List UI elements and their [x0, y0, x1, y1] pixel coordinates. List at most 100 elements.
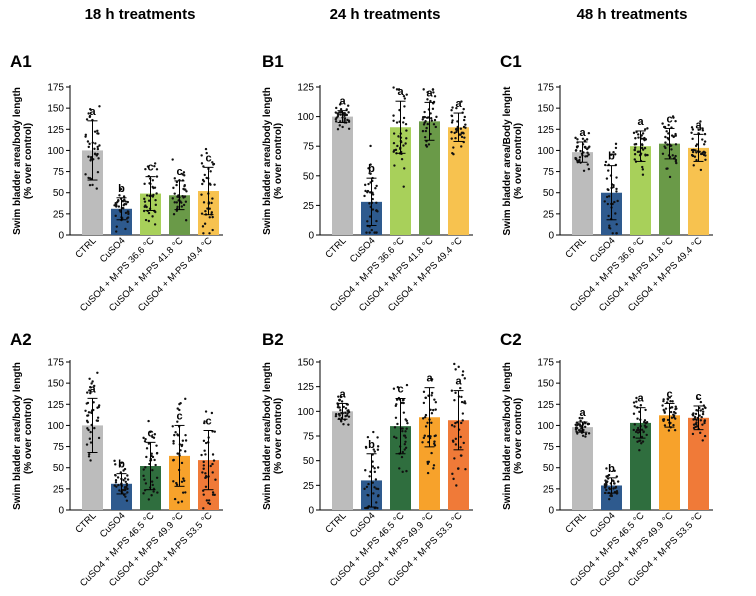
- data-point: [403, 97, 407, 100]
- y-tick-label: 75: [543, 442, 555, 453]
- data-point: [636, 440, 639, 443]
- data-point: [204, 410, 208, 413]
- data-point: [403, 167, 406, 170]
- panel-label-b1: B1: [262, 52, 284, 71]
- data-point: [463, 115, 467, 119]
- y-tick-label: 100: [297, 112, 314, 123]
- data-point: [375, 201, 378, 204]
- data-point: [203, 449, 206, 452]
- data-point: [175, 180, 179, 184]
- data-point: [208, 207, 211, 210]
- data-point: [84, 173, 87, 176]
- data-point: [663, 145, 666, 148]
- data-point: [180, 461, 184, 465]
- data-point: [586, 163, 589, 166]
- data-point: [376, 436, 379, 439]
- data-point: [368, 191, 372, 194]
- significance-letter: a: [579, 127, 586, 139]
- data-point: [403, 105, 406, 108]
- data-point: [455, 128, 459, 132]
- data-point: [674, 143, 678, 146]
- data-point: [153, 223, 157, 226]
- data-point: [86, 427, 89, 430]
- data-point: [89, 441, 93, 444]
- data-point: [84, 133, 88, 137]
- data-point: [430, 378, 434, 381]
- data-point: [396, 386, 400, 389]
- data-point: [459, 435, 462, 439]
- data-point: [91, 183, 94, 187]
- data-point: [671, 154, 674, 157]
- data-point: [126, 220, 129, 223]
- data-point: [173, 192, 176, 195]
- data-point: [93, 426, 96, 430]
- data-point: [343, 118, 346, 122]
- data-point: [604, 479, 607, 482]
- data-point: [396, 144, 399, 148]
- data-point: [118, 464, 122, 467]
- data-point: [632, 131, 636, 135]
- y-tick-label: 175: [47, 83, 64, 94]
- data-point: [662, 125, 666, 129]
- data-point: [151, 483, 154, 487]
- data-point: [584, 435, 587, 438]
- y-tick-label: 175: [537, 83, 554, 94]
- data-point: [147, 211, 151, 215]
- data-point: [612, 183, 615, 187]
- data-point: [343, 111, 346, 115]
- y-tick-label: 50: [543, 188, 555, 199]
- data-point: [583, 139, 587, 142]
- data-point: [181, 173, 184, 176]
- data-point: [123, 488, 126, 492]
- data-point: [178, 408, 181, 412]
- data-point: [702, 143, 706, 146]
- data-point: [426, 98, 429, 101]
- data-point: [181, 194, 184, 198]
- data-point: [461, 419, 464, 422]
- data-point: [635, 428, 639, 432]
- data-point: [115, 485, 118, 488]
- data-point: [673, 428, 677, 432]
- data-point: [672, 413, 675, 416]
- data-point: [344, 414, 347, 418]
- data-point: [584, 432, 588, 436]
- data-point: [450, 137, 453, 140]
- y-tick-label: 25: [543, 484, 555, 495]
- data-point: [636, 431, 640, 434]
- data-point: [421, 129, 425, 133]
- data-point: [431, 107, 435, 111]
- data-point: [703, 421, 706, 425]
- data-point: [344, 411, 347, 415]
- data-point: [701, 439, 704, 442]
- data-point: [403, 448, 406, 451]
- data-point: [423, 434, 427, 437]
- y-tick-label: 75: [543, 167, 555, 178]
- bar: [332, 116, 353, 235]
- data-point: [701, 412, 705, 416]
- data-point: [634, 146, 637, 149]
- data-point: [89, 459, 92, 462]
- data-point: [451, 106, 454, 109]
- data-point: [144, 482, 148, 485]
- data-point: [155, 175, 159, 178]
- data-point: [151, 194, 154, 198]
- data-point: [605, 488, 608, 492]
- data-point: [453, 399, 456, 402]
- data-point: [701, 127, 704, 130]
- data-point: [664, 135, 667, 139]
- data-point: [426, 421, 429, 424]
- data-point: [642, 420, 646, 424]
- y-tick-label: 50: [303, 171, 315, 182]
- data-point: [607, 169, 610, 172]
- significance-letter: b: [368, 163, 375, 175]
- data-point: [114, 473, 117, 477]
- data-point: [422, 436, 426, 440]
- data-point: [182, 477, 185, 480]
- data-point: [461, 373, 464, 377]
- data-point: [606, 202, 610, 206]
- data-point: [703, 140, 707, 143]
- data-point: [577, 428, 581, 432]
- data-point: [615, 232, 618, 235]
- significance-letter: c: [695, 391, 701, 403]
- data-point: [201, 471, 204, 474]
